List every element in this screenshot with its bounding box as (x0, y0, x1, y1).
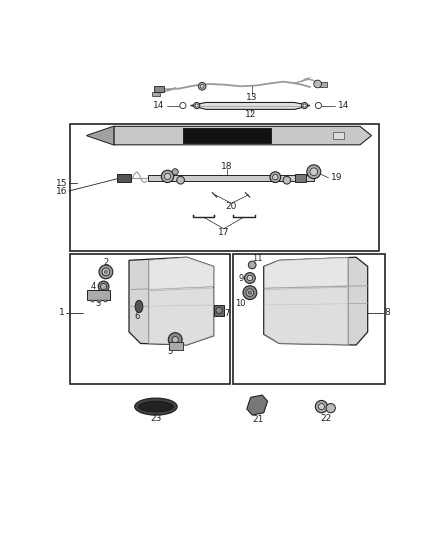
Bar (294, 174, 306, 182)
Circle shape (180, 102, 186, 109)
Circle shape (100, 284, 107, 289)
Circle shape (177, 176, 184, 184)
Bar (319, 82, 327, 87)
Text: 1: 1 (59, 308, 65, 317)
Circle shape (248, 261, 256, 269)
Circle shape (244, 273, 255, 284)
Circle shape (243, 286, 257, 300)
Circle shape (246, 289, 254, 296)
Polygon shape (149, 257, 214, 289)
Bar (97, 300, 100, 302)
Polygon shape (149, 288, 214, 345)
Text: 14: 14 (152, 101, 164, 110)
Text: 4: 4 (90, 282, 95, 291)
Bar (91, 300, 94, 302)
Bar (169, 342, 183, 350)
Text: 20: 20 (226, 202, 237, 211)
Polygon shape (191, 102, 310, 109)
Text: 13: 13 (247, 93, 258, 102)
Circle shape (200, 84, 204, 88)
Bar (117, 174, 131, 182)
Circle shape (310, 168, 318, 175)
Bar (148, 175, 314, 181)
Text: 17: 17 (218, 228, 230, 237)
Text: Jeep: Jeep (210, 128, 244, 142)
Ellipse shape (135, 301, 143, 313)
Text: 11: 11 (252, 254, 263, 263)
Circle shape (168, 333, 182, 346)
Polygon shape (247, 395, 268, 415)
Circle shape (270, 172, 281, 182)
Polygon shape (265, 287, 348, 345)
Ellipse shape (135, 398, 177, 415)
Bar (87, 289, 110, 301)
Text: 21: 21 (252, 415, 263, 424)
Bar (70, 124, 379, 251)
Text: 9: 9 (238, 273, 243, 282)
Bar (103, 300, 107, 302)
Text: 14: 14 (338, 101, 350, 110)
Circle shape (172, 168, 178, 175)
Circle shape (216, 308, 222, 313)
Text: 8: 8 (384, 308, 390, 317)
Circle shape (161, 170, 173, 182)
Text: 3: 3 (95, 299, 101, 308)
Text: 10: 10 (235, 299, 246, 308)
Polygon shape (87, 126, 113, 145)
Text: 15: 15 (56, 179, 68, 188)
Polygon shape (87, 126, 371, 145)
Text: 7: 7 (224, 309, 230, 318)
Ellipse shape (138, 401, 173, 412)
Circle shape (315, 400, 328, 413)
Text: 18: 18 (221, 162, 233, 171)
Bar (215, 305, 224, 316)
Circle shape (303, 104, 306, 107)
Circle shape (198, 83, 206, 90)
Text: 5: 5 (167, 346, 173, 356)
Circle shape (248, 291, 251, 294)
Text: 23: 23 (150, 415, 162, 423)
Bar (155, 86, 164, 92)
Circle shape (195, 104, 198, 107)
Polygon shape (129, 257, 214, 345)
Circle shape (307, 165, 321, 179)
Circle shape (104, 270, 107, 273)
Polygon shape (265, 257, 348, 288)
Circle shape (326, 403, 336, 413)
Text: 2: 2 (103, 258, 109, 267)
Text: 16: 16 (56, 187, 68, 196)
Text: 12: 12 (245, 110, 256, 119)
Bar (183, 128, 272, 143)
Circle shape (102, 268, 110, 276)
Circle shape (314, 80, 321, 88)
Bar (70, 254, 230, 384)
Text: 22: 22 (321, 415, 332, 423)
Circle shape (194, 102, 200, 109)
Circle shape (283, 176, 291, 184)
Circle shape (172, 336, 178, 343)
Circle shape (272, 174, 278, 180)
Circle shape (318, 403, 325, 410)
Circle shape (315, 102, 321, 109)
Circle shape (99, 265, 113, 279)
Circle shape (247, 276, 253, 281)
Bar (233, 254, 385, 384)
Text: 6: 6 (134, 312, 139, 321)
Bar (333, 133, 344, 139)
Polygon shape (264, 257, 367, 345)
Text: 19: 19 (331, 173, 343, 182)
Circle shape (164, 173, 170, 180)
Circle shape (301, 102, 307, 109)
Circle shape (98, 281, 109, 292)
Bar (152, 92, 160, 96)
